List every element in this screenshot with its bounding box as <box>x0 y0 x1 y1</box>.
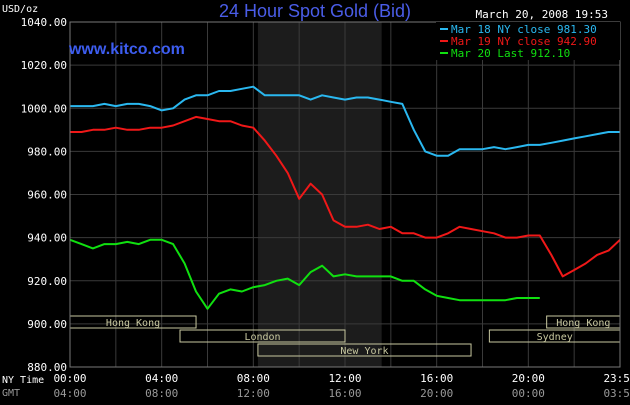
session-label: London <box>244 332 280 343</box>
legend-background <box>436 22 620 60</box>
x-tick-label-ny: 20:00 <box>512 372 545 385</box>
y-tick-label: 960.00 <box>27 189 67 202</box>
legend-entry: Mar 20 Last 912.10 <box>451 47 570 60</box>
y-unit-label: USD/oz <box>2 4 38 15</box>
x-tick-label-ny: 16:00 <box>420 372 453 385</box>
legend-entry: Mar 18 NY close 981.30 <box>451 23 597 36</box>
series-line <box>70 115 621 278</box>
x-tick-label-ny: 00:00 <box>53 372 86 385</box>
y-tick-label: 920.00 <box>27 275 67 288</box>
chart-title: 24 Hour Spot Gold (Bid) <box>219 1 411 21</box>
series-line <box>69 238 540 310</box>
y-tick-label: 980.00 <box>27 145 67 158</box>
session-box <box>179 329 346 343</box>
x-tick-label-gmt: 20:00 <box>420 387 453 400</box>
y-tick-label: 1000.00 <box>21 102 67 115</box>
axis-label-ny: NY Time <box>2 375 44 386</box>
session-label: Hong Kong <box>556 318 610 329</box>
x-tick-label-ny: 08:00 <box>237 372 270 385</box>
x-tick-label-gmt: 12:00 <box>237 387 270 400</box>
session-label: Sydney <box>537 332 573 343</box>
session-box <box>257 343 472 357</box>
axis-label-gmt: GMT <box>2 388 20 399</box>
chart-timestamp: March 20, 2008 19:53 <box>476 8 608 21</box>
x-tick-label-ny: 23:59 <box>603 372 630 385</box>
y-tick-label: 1040.00 <box>21 16 67 29</box>
session-label: Hong Kong <box>106 318 160 329</box>
x-tick-label-gmt: 00:00 <box>512 387 545 400</box>
x-tick-label-gmt: 03:59 <box>603 387 630 400</box>
x-tick-label-gmt: 04:00 <box>53 387 86 400</box>
x-tick-label-gmt: 16:00 <box>328 387 361 400</box>
x-tick-label-ny: 12:00 <box>328 372 361 385</box>
y-tick-label: 880.00 <box>27 361 67 374</box>
plot-frame <box>69 21 621 368</box>
x-tick-label-gmt: 08:00 <box>145 387 178 400</box>
source-url: www.kitco.com <box>68 41 185 58</box>
y-tick-label: 940.00 <box>27 232 67 245</box>
session-label: New York <box>340 346 388 357</box>
legend-entry: Mar 19 NY close 942.90 <box>451 35 597 48</box>
y-tick-label: 900.00 <box>27 318 67 331</box>
series-line <box>70 85 620 157</box>
y-tick-label: 1020.00 <box>21 59 67 72</box>
x-tick-label-ny: 04:00 <box>145 372 178 385</box>
